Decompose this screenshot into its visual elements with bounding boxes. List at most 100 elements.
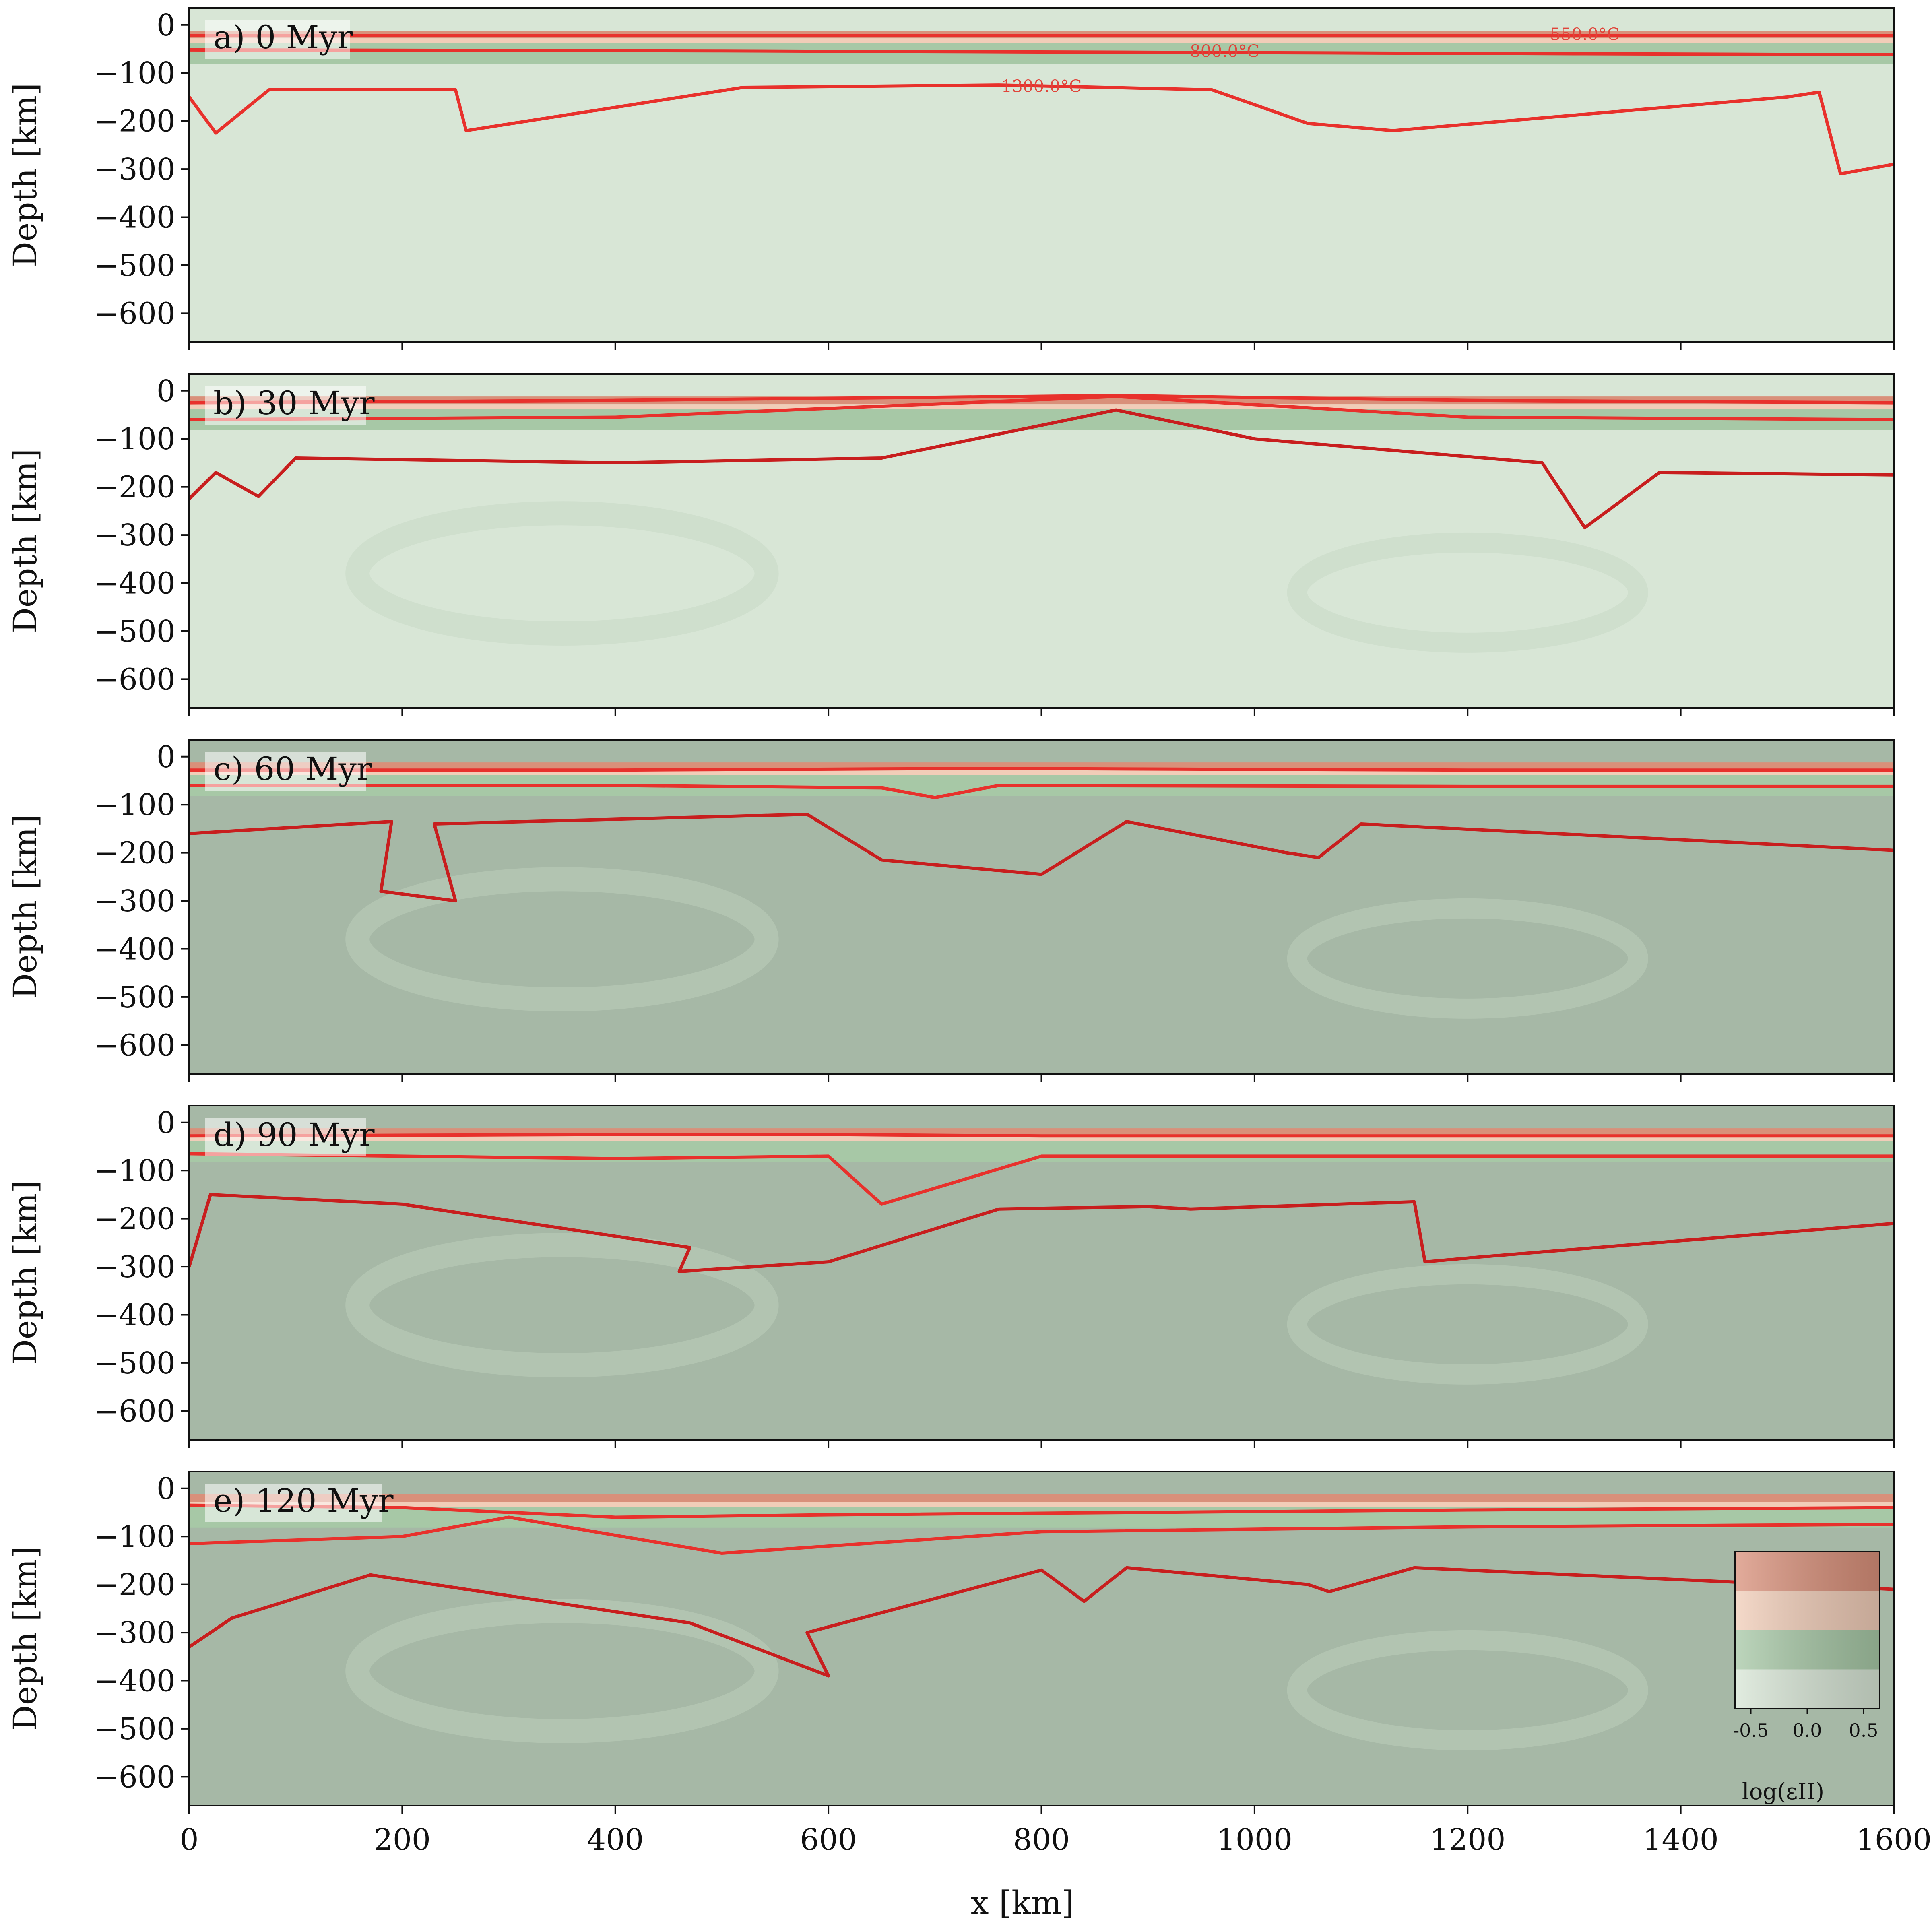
y-tick-label: −600	[94, 1760, 175, 1794]
isotherm-line	[189, 1133, 1894, 1138]
legend-tick-label: 0.0	[1792, 1719, 1822, 1741]
y-tick-label: −500	[94, 1712, 175, 1746]
isotherm-line	[188, 408, 1894, 530]
isotherm-line	[189, 48, 1894, 56]
y-tick-label: −300	[94, 884, 175, 919]
y-axis-label: Depth [km]	[6, 83, 44, 268]
panel-label-box	[205, 1484, 382, 1522]
isotherms	[188, 394, 1894, 530]
y-axis-label: Depth [km]	[6, 449, 44, 634]
panel-3: c) 60 Myr 0 −100 −200 −300 −400 −500 −600 Depth …	[6, 739, 1895, 1082]
isotherm-line	[189, 813, 1894, 903]
y-tick-label: −100	[94, 56, 175, 91]
x-tick-label: 200	[374, 1823, 431, 1857]
isotherms	[189, 767, 1894, 903]
y-tick-label: −600	[94, 662, 175, 697]
isotherms	[188, 1133, 1894, 1274]
panels-layer: 550.0°C 800.0°C 1300.0°C a) 0 Myr 0 −100 −200 −…	[6, 7, 1932, 1857]
legend: log(εII) -0.5 0.0 0.5	[1733, 1551, 1880, 1805]
lower-crust-band	[189, 1136, 1894, 1141]
isotherm-line	[189, 1515, 1894, 1555]
lithospheric-mantle-band	[189, 1141, 1894, 1162]
legend-tick-label: -0.5	[1733, 1719, 1769, 1741]
panel-2: b) 30 Myr 0 −100 −200 −300 −400 −500 −600 Depth …	[6, 373, 1895, 716]
panel-1: 550.0°C 800.0°C 1300.0°C a) 0 Myr 0 −100 −200 −…	[6, 7, 1895, 350]
y-tick-label: −600	[94, 1028, 175, 1063]
isotherm-label: 800.0°C	[1190, 41, 1259, 61]
isotherm-line	[189, 784, 1894, 799]
panel-5: e) 120 Myr 0 −100 −200 −300 −400 −500 −600 Depth…	[6, 1471, 1932, 1857]
legend-shading	[1735, 1552, 1880, 1709]
y-tick-label: −500	[94, 614, 175, 649]
y-tick-label: −600	[94, 1394, 175, 1428]
y-tick-label: 0	[157, 740, 175, 774]
mantle-swirls	[345, 867, 1648, 1019]
y-tick-label: −200	[94, 1568, 175, 1602]
isotherm-line	[188, 1566, 1894, 1678]
y-tick-label: −400	[94, 1664, 175, 1698]
panel-label-box	[205, 752, 366, 791]
y-tick-label: −200	[94, 1202, 175, 1236]
lower-crust-band	[189, 770, 1894, 775]
x-tick-label: 1600	[1856, 1823, 1932, 1857]
y-tick-label: −400	[94, 566, 175, 601]
y-tick-label: −500	[94, 980, 175, 1015]
y-tick-label: −200	[94, 470, 175, 505]
legend-tick-label: 0.5	[1849, 1719, 1878, 1741]
panel-label-box	[205, 386, 366, 425]
lower-crust-band	[189, 38, 1894, 43]
panel-label-box	[205, 20, 350, 59]
y-tick-label: −600	[94, 296, 175, 331]
x-tick-label: 400	[587, 1823, 644, 1857]
y-tick-label: −500	[94, 248, 175, 283]
x-tick-label: 1200	[1430, 1823, 1505, 1857]
y-tick-label: −100	[94, 1519, 175, 1554]
panel-label: e) 120 Myr	[213, 1482, 394, 1519]
y-tick-label: −300	[94, 1250, 175, 1284]
upper-crust-band	[189, 762, 1894, 770]
y-axis-label: Depth [km]	[6, 1181, 44, 1365]
x-tick-label: 600	[800, 1823, 857, 1857]
isotherm-line	[189, 395, 1894, 421]
y-axis-label: Depth [km]	[6, 815, 44, 999]
y-tick-label: −400	[94, 200, 175, 235]
y-tick-label: −100	[94, 422, 175, 456]
y-axis-label: Depth [km]	[6, 1546, 44, 1731]
lower-crust-band	[189, 1502, 1894, 1507]
legend-title: log(εII)	[1742, 1779, 1824, 1805]
y-tick-label: 0	[157, 374, 175, 409]
x-axis-label: x [km]	[970, 1884, 1074, 1922]
y-tick-label: −500	[94, 1346, 175, 1381]
panel-label: c) 60 Myr	[213, 750, 372, 788]
y-tick-label: −300	[94, 1616, 175, 1650]
y-tick-label: −400	[94, 1298, 175, 1332]
isotherm-line	[188, 83, 1894, 176]
x-tick-label: 0	[180, 1823, 198, 1857]
panel-label: a) 0 Myr	[213, 19, 353, 56]
lower-crust-band	[189, 404, 1894, 409]
x-axis: x [km]	[970, 1884, 1074, 1922]
isotherm-line	[188, 1193, 1894, 1274]
y-tick-label: 0	[157, 1106, 175, 1140]
panel-4: d) 90 Myr 0 −100 −200 −300 −400 −500 −600 Depth …	[6, 1105, 1895, 1448]
y-tick-label: −100	[94, 788, 175, 822]
y-tick-label: −100	[94, 1154, 175, 1188]
y-tick-label: −300	[94, 152, 175, 187]
y-tick-label: −300	[94, 518, 175, 553]
y-tick-label: 0	[157, 1472, 175, 1506]
x-tick-label: 1000	[1217, 1823, 1292, 1857]
y-tick-label: −400	[94, 932, 175, 966]
panel-label-box	[205, 1118, 366, 1156]
y-tick-label: −200	[94, 104, 175, 139]
mantle-swirls	[345, 501, 1648, 653]
mantle-swirls	[345, 1599, 1648, 1750]
isotherm-line	[189, 767, 1894, 772]
x-tick-label: 800	[1013, 1823, 1070, 1857]
isotherm-label: 1300.0°C	[1001, 76, 1082, 96]
x-tick-label: 1400	[1643, 1823, 1718, 1857]
panel-label: b) 30 Myr	[213, 384, 375, 422]
y-tick-label: 0	[157, 8, 175, 43]
isotherm-label: 550.0°C	[1550, 25, 1620, 44]
panel-label: d) 90 Myr	[213, 1116, 375, 1154]
